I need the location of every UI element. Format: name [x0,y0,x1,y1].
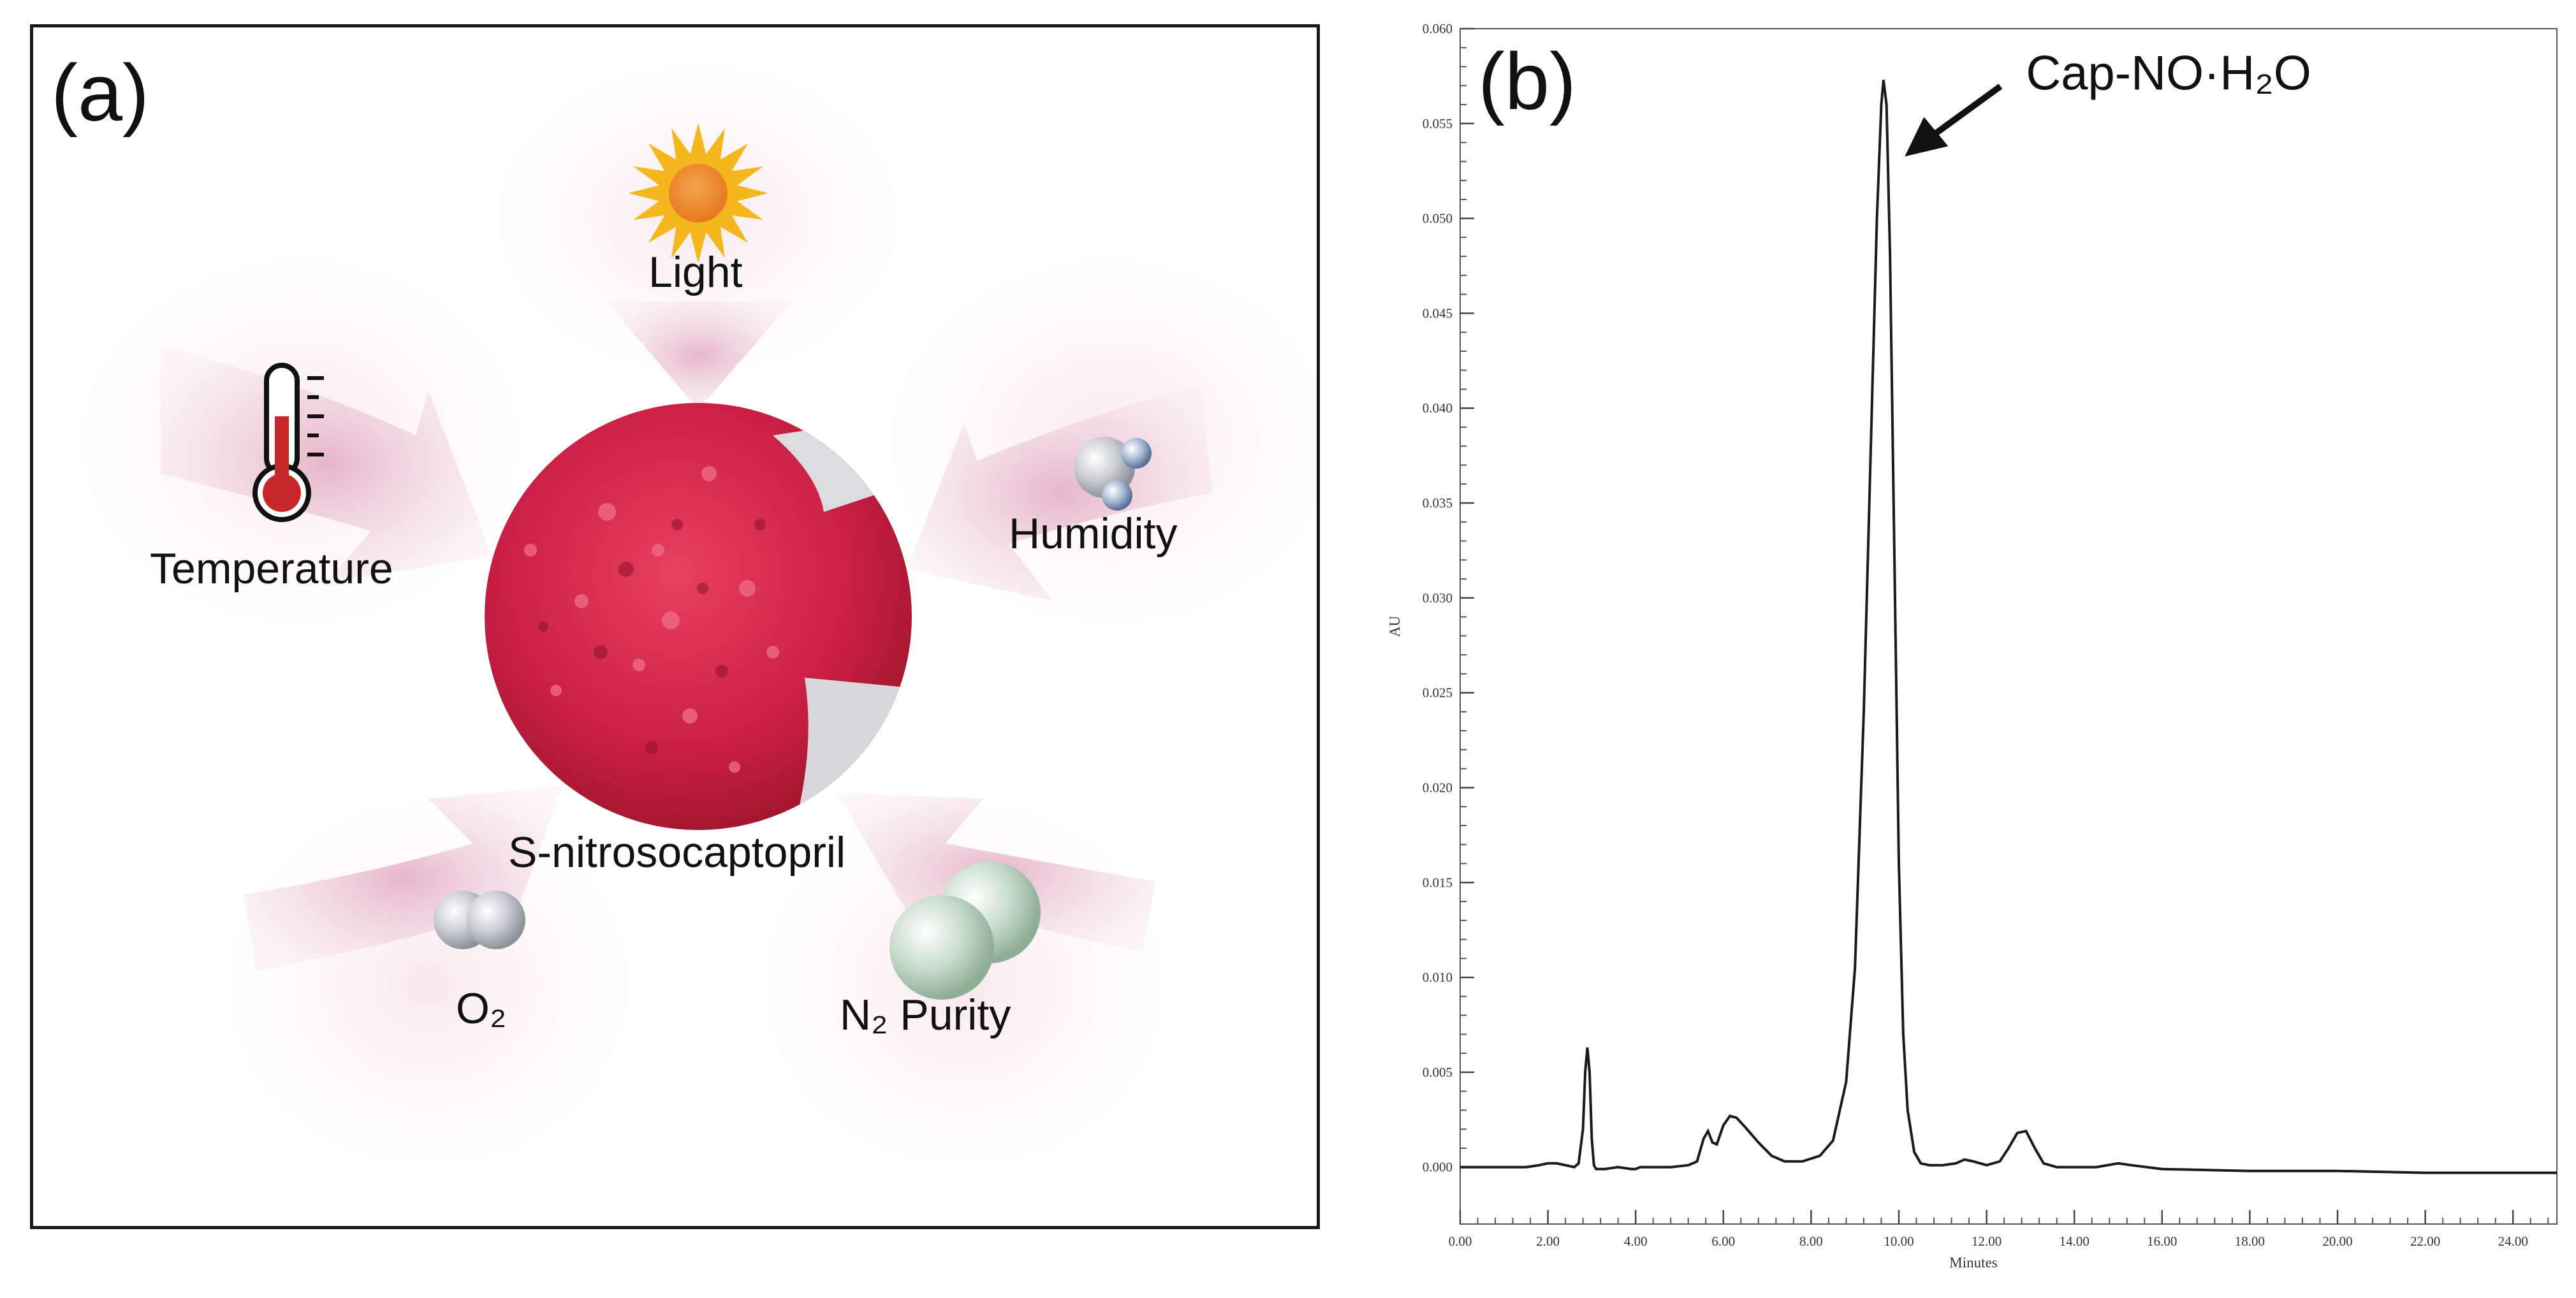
chromatogram-line [1460,80,2557,1174]
x-tick-label: 14.00 [2060,1234,2089,1249]
arrow-temperature [161,346,492,582]
y-tick-label: 0.010 [1423,970,1453,985]
factor-label-temperature: Temperature [150,544,393,593]
x-tick-label: 6.00 [1711,1234,1735,1249]
y-tick-label: 0.015 [1423,875,1453,890]
x-tick-label: 2.00 [1536,1234,1560,1249]
y-tick-label: 0.025 [1423,685,1453,701]
x-axis-title: Minutes [1949,1255,1997,1271]
x-tick-label: 10.00 [1884,1234,1914,1249]
water-molecule-icon [1074,437,1152,511]
factor-label-light: Light [648,248,743,296]
x-tick-label: 8.00 [1799,1234,1823,1249]
glow-bottom-left [161,741,696,1226]
nitrogen-molecule-icon [889,861,1041,1000]
chromatogram-chart: 0.00 2.00 4.00 6.00 8.00 10.00 12.00 14.00 16.00… [1387,21,2558,1271]
x-tick-label: 24.00 [2498,1234,2528,1249]
peak-annotation-arrow [1905,84,2003,157]
factor-label-o2: O₂ [456,984,507,1033]
factor-label-humidity: Humidity [1009,509,1178,558]
y-tick-label: 0.050 [1423,211,1453,226]
arrow-o2 [244,786,562,971]
thermometer-icon [252,363,324,522]
y-tick-label: 0.045 [1423,305,1453,321]
plot-frame [1460,28,2558,1225]
x-tick-label: 18.00 [2235,1234,2265,1249]
panel-b-letter: (b) [1478,36,1576,126]
y-axis-title: AU [1387,616,1403,638]
arrow-light [607,302,792,410]
y-tick-label: 0.020 [1423,780,1453,795]
panel-b: 0.00 2.00 4.00 6.00 8.00 10.00 12.00 14.00 16.00… [1339,0,2576,1298]
x-tick-label: 16.00 [2147,1234,2177,1249]
y-tick-label: 0.040 [1423,400,1453,416]
y-tick-label: 0.035 [1423,495,1453,511]
x-tick-label: 4.00 [1624,1234,1648,1249]
center-label: S-nitrosocaptopril [508,828,846,877]
panel-a-illustration [33,27,1317,1226]
x-tick-label: 22.00 [2410,1234,2440,1249]
factor-label-n2-purity: N₂ Purity [840,991,1011,1039]
x-tick-label: 20.00 [2322,1234,2352,1249]
panel-a-letter: (a) [51,48,149,138]
y-tick-label: 0.060 [1423,21,1453,36]
panel-a: (a) Light Temperature Humidity O₂ N₂ Pur… [30,24,1320,1229]
peak-annotation-label: Cap-NO·H₂O [2026,46,2311,100]
y-tick-label: 0.055 [1423,116,1453,131]
sun-icon [628,123,768,263]
oxygen-molecule-icon [434,891,525,949]
x-tick-label: 12.00 [1972,1234,2002,1249]
y-tick-label: 0.030 [1423,590,1453,606]
x-tick-label: 0.00 [1449,1234,1472,1249]
y-tick-label: 0.005 [1423,1065,1453,1080]
y-tick-label: 0.000 [1423,1160,1453,1175]
